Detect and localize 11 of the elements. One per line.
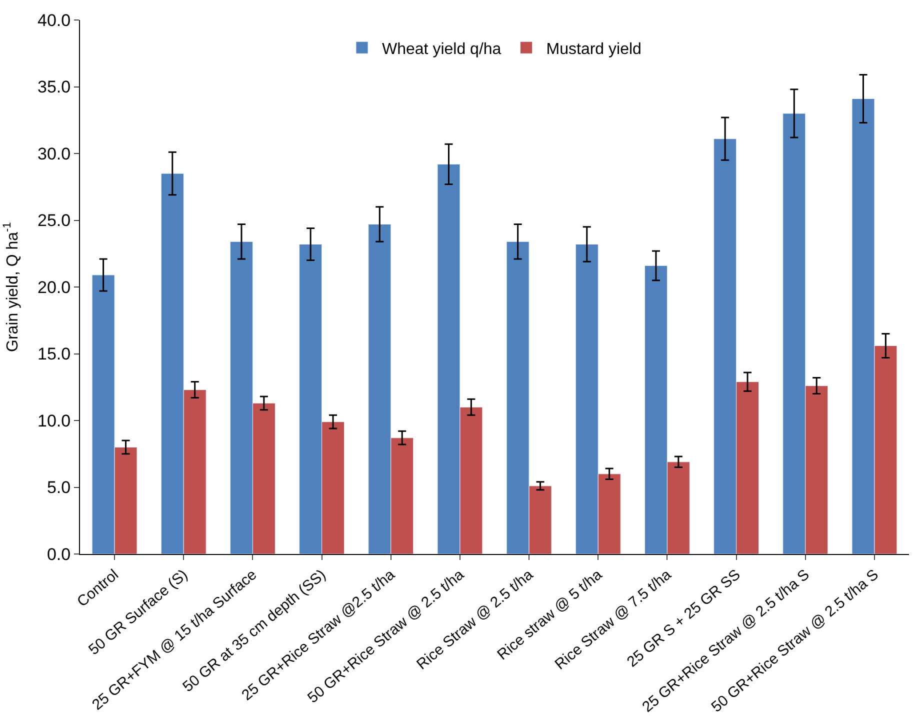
legend-label: Mustard yield (546, 40, 642, 58)
legend-label: Wheat yield q/ha (382, 40, 502, 58)
y-tick-label: 20.0 (38, 278, 71, 297)
y-tick-label: 25.0 (38, 211, 71, 230)
y-tick-label: 15.0 (38, 344, 71, 364)
y-tick-label: 30.0 (38, 144, 71, 164)
y-tick-label: 40.0 (38, 10, 71, 30)
y-tick-label: 0.0 (46, 544, 71, 564)
y-tick-label: 5.0 (46, 478, 71, 498)
y-tick-label: 10.0 (38, 411, 71, 430)
y-tick-label: 35.0 (38, 78, 71, 97)
